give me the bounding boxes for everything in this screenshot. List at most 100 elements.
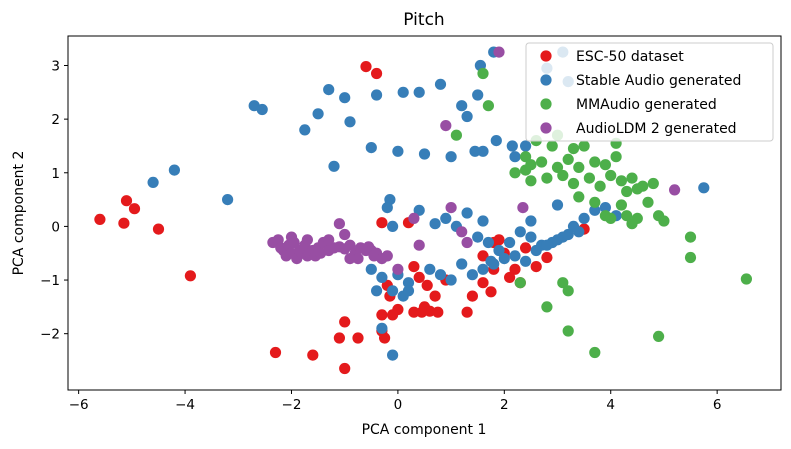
data-point [128, 203, 141, 215]
data-point [653, 330, 665, 342]
data-point [416, 306, 428, 318]
data-point [658, 215, 670, 227]
data-point [520, 151, 532, 163]
data-point [387, 349, 399, 361]
data-point [615, 199, 628, 211]
data-point [344, 253, 356, 265]
x-tick-label: −4 [175, 397, 195, 413]
data-point [429, 218, 441, 230]
data-point [520, 255, 532, 267]
data-point [333, 218, 345, 230]
data-point [432, 306, 444, 318]
data-point [477, 277, 489, 289]
data-point [418, 148, 431, 160]
data-point [408, 306, 420, 318]
data-point [152, 223, 165, 235]
data-point [637, 180, 649, 192]
data-point [352, 253, 364, 265]
data-point [120, 195, 133, 207]
data-point [469, 145, 481, 157]
data-point [573, 226, 585, 238]
data-point [493, 244, 505, 257]
data-point [371, 89, 383, 101]
data-point [541, 301, 553, 313]
data-point [445, 202, 457, 214]
data-point [440, 120, 452, 132]
chart-title: Pitch [403, 10, 444, 30]
data-point [344, 239, 356, 251]
data-point [413, 239, 425, 251]
x-axis-label: PCA component 1 [362, 422, 487, 438]
x-tick-label: −6 [69, 397, 89, 413]
y-tick-label: 1 [51, 166, 60, 182]
data-point [525, 175, 537, 187]
data-point [222, 194, 234, 206]
data-point [184, 270, 196, 282]
data-point [402, 277, 415, 289]
data-point [589, 156, 601, 168]
data-point [514, 277, 526, 289]
data-point [541, 172, 553, 184]
data-point [504, 271, 516, 283]
data-point [517, 202, 529, 214]
data-point [482, 236, 494, 249]
legend-marker [540, 50, 552, 62]
legend-marker [540, 74, 552, 86]
data-point [371, 67, 383, 80]
data-point [456, 258, 468, 270]
series-2 [450, 67, 753, 359]
data-point [477, 263, 489, 275]
legend-label: ESC-50 dataset [576, 49, 684, 65]
data-point [551, 199, 564, 211]
data-point [413, 271, 425, 283]
data-point [557, 277, 569, 289]
data-point [466, 269, 478, 281]
series-3 [267, 46, 681, 275]
data-point [392, 263, 404, 275]
data-point [466, 290, 478, 302]
data-point [328, 160, 340, 172]
data-point [339, 228, 351, 241]
data-point [376, 322, 388, 334]
data-point [490, 135, 502, 147]
data-point [530, 261, 542, 273]
data-point [168, 164, 180, 176]
data-point [589, 196, 601, 208]
data-point [621, 210, 633, 222]
data-point [392, 145, 404, 157]
data-point [477, 145, 489, 157]
data-point [589, 346, 601, 359]
data-point [647, 177, 659, 190]
data-point [365, 263, 377, 275]
data-point [605, 212, 617, 224]
data-point [477, 67, 489, 80]
data-point [429, 290, 441, 302]
series-0 [94, 61, 590, 375]
data-point [562, 228, 574, 241]
data-point [498, 253, 510, 265]
data-point [344, 116, 356, 128]
y-tick-label: −2 [40, 327, 60, 343]
data-point [599, 202, 612, 214]
legend-label: Stable Audio generated [576, 73, 741, 89]
legend-label: MMAudio generated [576, 97, 717, 113]
data-point [339, 362, 351, 375]
data-point [740, 273, 753, 285]
data-point [626, 218, 638, 230]
data-point [573, 191, 585, 203]
x-tick-label: 6 [713, 397, 722, 413]
data-point [605, 169, 617, 182]
legend-marker [540, 98, 552, 110]
data-point [642, 196, 654, 208]
data-point [684, 231, 697, 243]
data-point [352, 332, 364, 344]
data-point [477, 250, 489, 262]
data-point [402, 285, 415, 297]
data-point [493, 46, 505, 58]
data-point [594, 180, 606, 192]
data-point [541, 239, 553, 251]
data-point [599, 159, 612, 171]
data-point [323, 84, 335, 96]
data-point [546, 140, 558, 152]
data-point [536, 156, 548, 168]
